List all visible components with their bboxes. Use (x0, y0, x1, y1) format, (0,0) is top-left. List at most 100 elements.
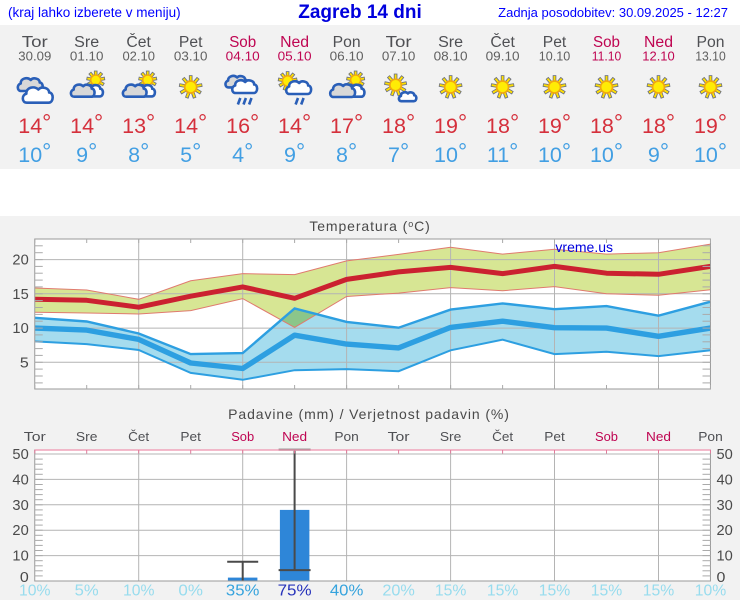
svg-text:Ned: Ned (282, 429, 307, 444)
svg-text:Tor: Tor (24, 429, 47, 444)
svg-text:Ned: Ned (280, 34, 309, 51)
svg-text:Temperatura (oC): Temperatura (oC) (309, 218, 430, 234)
svg-text:10.10: 10.10 (539, 49, 571, 64)
svg-text:Čet: Čet (492, 429, 513, 444)
svg-text:03.10: 03.10 (174, 49, 208, 64)
svg-text:15%: 15% (643, 583, 675, 600)
svg-text:7°: 7° (388, 139, 409, 168)
svg-text:Pet: Pet (179, 34, 203, 51)
svg-text:10%: 10% (19, 583, 51, 600)
svg-text:10°: 10° (538, 139, 571, 168)
svg-text:16°: 16° (226, 110, 259, 139)
svg-text:20: 20 (716, 523, 732, 539)
svg-text:9°: 9° (284, 139, 305, 168)
svg-text:50: 50 (12, 447, 28, 463)
svg-text:40%: 40% (330, 583, 364, 600)
svg-text:18°: 18° (382, 110, 415, 139)
svg-text:Sre: Sre (74, 34, 99, 51)
svg-text:19°: 19° (694, 110, 727, 139)
svg-text:10°: 10° (18, 139, 51, 168)
svg-text:18°: 18° (590, 110, 623, 139)
svg-text:8°: 8° (128, 139, 149, 168)
svg-text:Pet: Pet (544, 429, 565, 444)
svg-text:Tor: Tor (386, 34, 412, 51)
svg-text:Sre: Sre (440, 429, 462, 444)
svg-text:Sob: Sob (231, 429, 254, 444)
svg-text:Ned: Ned (646, 429, 671, 444)
svg-text:40: 40 (12, 472, 28, 488)
svg-text:10%: 10% (695, 583, 727, 600)
svg-text:15%: 15% (539, 583, 571, 600)
svg-text:Sre: Sre (438, 34, 463, 51)
svg-text:15%: 15% (487, 583, 519, 600)
svg-text:04.10: 04.10 (226, 49, 260, 64)
svg-text:75%: 75% (278, 583, 312, 600)
svg-text:9°: 9° (648, 139, 669, 168)
svg-text:Pon: Pon (333, 34, 361, 51)
svg-text:Čet: Čet (490, 34, 515, 51)
svg-text:20: 20 (12, 253, 28, 269)
svg-text:14°: 14° (70, 110, 103, 139)
svg-text:17°: 17° (330, 110, 363, 139)
svg-text:9°: 9° (76, 139, 97, 168)
svg-text:5%: 5% (75, 583, 99, 600)
svg-text:14°: 14° (18, 110, 51, 139)
svg-text:Sob: Sob (229, 34, 256, 51)
svg-text:Sob: Sob (595, 429, 618, 444)
svg-text:10°: 10° (434, 139, 467, 168)
svg-text:vreme.us: vreme.us (555, 239, 613, 255)
svg-text:8°: 8° (336, 139, 357, 168)
svg-text:40: 40 (716, 472, 732, 488)
svg-text:10%: 10% (123, 583, 155, 600)
svg-text:10: 10 (12, 321, 28, 337)
svg-text:Pon: Pon (697, 34, 725, 51)
svg-text:0: 0 (20, 570, 29, 586)
svg-text:Sre: Sre (76, 429, 98, 444)
svg-text:19°: 19° (538, 110, 571, 139)
svg-text:18°: 18° (486, 110, 519, 139)
svg-text:15%: 15% (591, 583, 623, 600)
svg-text:35%: 35% (226, 583, 260, 600)
svg-text:5: 5 (20, 355, 29, 371)
svg-text:Ned: Ned (644, 34, 673, 51)
svg-text:5°: 5° (180, 139, 201, 168)
svg-text:14°: 14° (174, 110, 207, 139)
svg-text:15%: 15% (435, 583, 467, 600)
svg-text:30.09: 30.09 (18, 49, 51, 64)
svg-text:19°: 19° (434, 110, 467, 139)
svg-text:0: 0 (716, 570, 725, 586)
svg-text:Zadnja posodobitev: 30.09.2025: Zadnja posodobitev: 30.09.2025 - 12:27 (498, 5, 728, 20)
svg-text:05.10: 05.10 (278, 49, 312, 64)
svg-text:Čet: Čet (128, 429, 149, 444)
svg-text:Pon: Pon (334, 429, 359, 444)
svg-text:01.10: 01.10 (70, 49, 104, 64)
svg-text:10°: 10° (694, 139, 727, 168)
svg-text:15: 15 (12, 287, 28, 303)
svg-text:20: 20 (12, 523, 28, 539)
svg-text:18°: 18° (642, 110, 675, 139)
svg-text:Tor: Tor (388, 429, 411, 444)
svg-text:10: 10 (716, 549, 732, 565)
svg-text:Pon: Pon (698, 429, 723, 444)
svg-text:13°: 13° (122, 110, 155, 139)
svg-text:07.10: 07.10 (382, 49, 416, 64)
svg-text:10: 10 (12, 549, 28, 565)
svg-text:06.10: 06.10 (330, 49, 364, 64)
svg-text:Čet: Čet (126, 34, 151, 51)
svg-text:11.10: 11.10 (592, 49, 622, 64)
svg-text:30: 30 (12, 498, 28, 514)
svg-text:Padavine (mm) / Verjetnost pad: Padavine (mm) / Verjetnost padavin (%) (228, 406, 510, 422)
svg-text:08.10: 08.10 (434, 49, 468, 64)
svg-text:30: 30 (716, 498, 732, 514)
svg-text:12.10: 12.10 (642, 49, 675, 64)
svg-text:Pet: Pet (543, 34, 567, 51)
svg-text:Pet: Pet (180, 429, 201, 444)
svg-text:Zagreb 14 dni: Zagreb 14 dni (298, 2, 422, 23)
svg-text:0%: 0% (178, 583, 203, 600)
svg-text:11°: 11° (487, 139, 519, 168)
svg-text:02.10: 02.10 (122, 49, 155, 64)
svg-text:4°: 4° (232, 139, 253, 168)
svg-text:50: 50 (716, 447, 732, 463)
svg-text:10°: 10° (590, 139, 623, 168)
svg-text:20%: 20% (382, 583, 415, 600)
